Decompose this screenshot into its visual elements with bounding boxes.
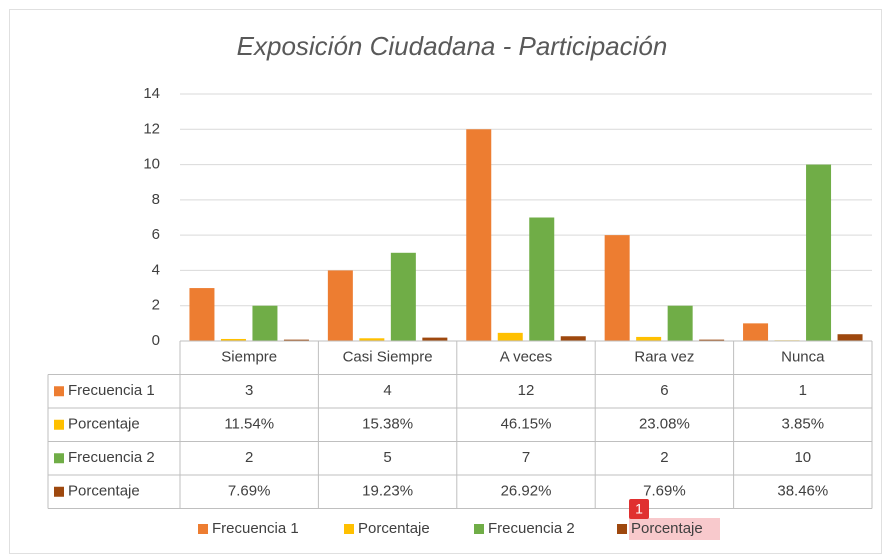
table-cell: 2 bbox=[660, 449, 668, 466]
bar bbox=[497, 332, 523, 341]
legend-label: Frecuencia 2 bbox=[488, 520, 575, 537]
bar bbox=[699, 339, 725, 341]
y-tick-label: 12 bbox=[143, 120, 160, 137]
x-tick-label: A veces bbox=[500, 349, 553, 366]
table-cell: 3 bbox=[245, 382, 253, 399]
table-legend-key bbox=[54, 486, 64, 497]
bar bbox=[529, 217, 555, 341]
table-cell: 7.69% bbox=[643, 483, 686, 500]
table-cell: 1 bbox=[799, 382, 807, 399]
bar bbox=[806, 164, 832, 341]
legend-highlight bbox=[629, 518, 720, 540]
table-cell: 10 bbox=[794, 449, 811, 466]
bar bbox=[466, 129, 492, 341]
bar bbox=[636, 336, 662, 341]
table-cell: 26.92% bbox=[501, 483, 552, 500]
legend-swatch bbox=[198, 524, 208, 534]
table-row-label: Frecuencia 2 bbox=[68, 449, 155, 466]
table-cell: 15.38% bbox=[362, 416, 413, 433]
y-tick-label: 2 bbox=[152, 297, 160, 314]
legend-label: Porcentaje bbox=[631, 520, 703, 537]
bar bbox=[359, 338, 385, 341]
y-tick-label: 8 bbox=[152, 191, 160, 208]
bar bbox=[422, 337, 448, 341]
bar bbox=[390, 252, 416, 341]
bar bbox=[189, 288, 215, 341]
badge-label: 1 bbox=[635, 501, 643, 517]
table-cell: 46.15% bbox=[501, 416, 552, 433]
y-tick-label: 0 bbox=[152, 332, 160, 349]
y-tick-label: 4 bbox=[152, 261, 160, 278]
x-tick-label: Casi Siempre bbox=[343, 349, 433, 366]
table-cell: 4 bbox=[383, 382, 391, 399]
legend-swatch bbox=[474, 524, 484, 534]
y-tick-label: 6 bbox=[152, 226, 160, 243]
x-tick-label: Rara vez bbox=[634, 349, 694, 366]
table-cell: 7.69% bbox=[228, 483, 271, 500]
table-cell: 6 bbox=[660, 382, 668, 399]
y-tick-label: 14 bbox=[143, 85, 160, 102]
chart-title: Exposición Ciudadana - Participación bbox=[237, 31, 668, 61]
table-legend-key bbox=[54, 419, 64, 430]
bar bbox=[837, 334, 863, 341]
table-cell: 12 bbox=[518, 382, 535, 399]
table-row-label: Porcentaje bbox=[68, 416, 140, 433]
legend-swatch bbox=[344, 524, 354, 534]
table-cell: 2 bbox=[245, 449, 253, 466]
legend-label: Porcentaje bbox=[358, 520, 430, 537]
bar bbox=[252, 305, 278, 341]
x-tick-label: Siempre bbox=[221, 349, 277, 366]
chart-frame bbox=[9, 9, 882, 554]
table-legend-key bbox=[54, 453, 64, 464]
x-tick-label: Nunca bbox=[781, 349, 825, 366]
table-cell: 7 bbox=[522, 449, 530, 466]
bar bbox=[327, 270, 353, 341]
table-cell: 11.54% bbox=[224, 416, 274, 433]
legend-swatch bbox=[617, 524, 627, 534]
legend-label: Frecuencia 1 bbox=[212, 520, 299, 537]
bar bbox=[220, 338, 246, 341]
badge bbox=[629, 499, 649, 519]
table-row-label: Frecuencia 1 bbox=[68, 382, 155, 399]
table-cell: 19.23% bbox=[362, 483, 413, 500]
table-row-label: Porcentaje bbox=[68, 483, 140, 500]
table-cell: 23.08% bbox=[639, 416, 690, 433]
table-legend-key bbox=[54, 386, 64, 397]
bar bbox=[283, 339, 309, 341]
bar bbox=[604, 235, 630, 341]
table-cell: 38.46% bbox=[777, 483, 828, 500]
bar bbox=[667, 305, 693, 341]
y-tick-label: 10 bbox=[143, 156, 160, 173]
bar bbox=[743, 323, 769, 341]
table-cell: 3.85% bbox=[782, 416, 825, 433]
table-cell: 5 bbox=[383, 449, 391, 466]
bar bbox=[560, 336, 586, 341]
